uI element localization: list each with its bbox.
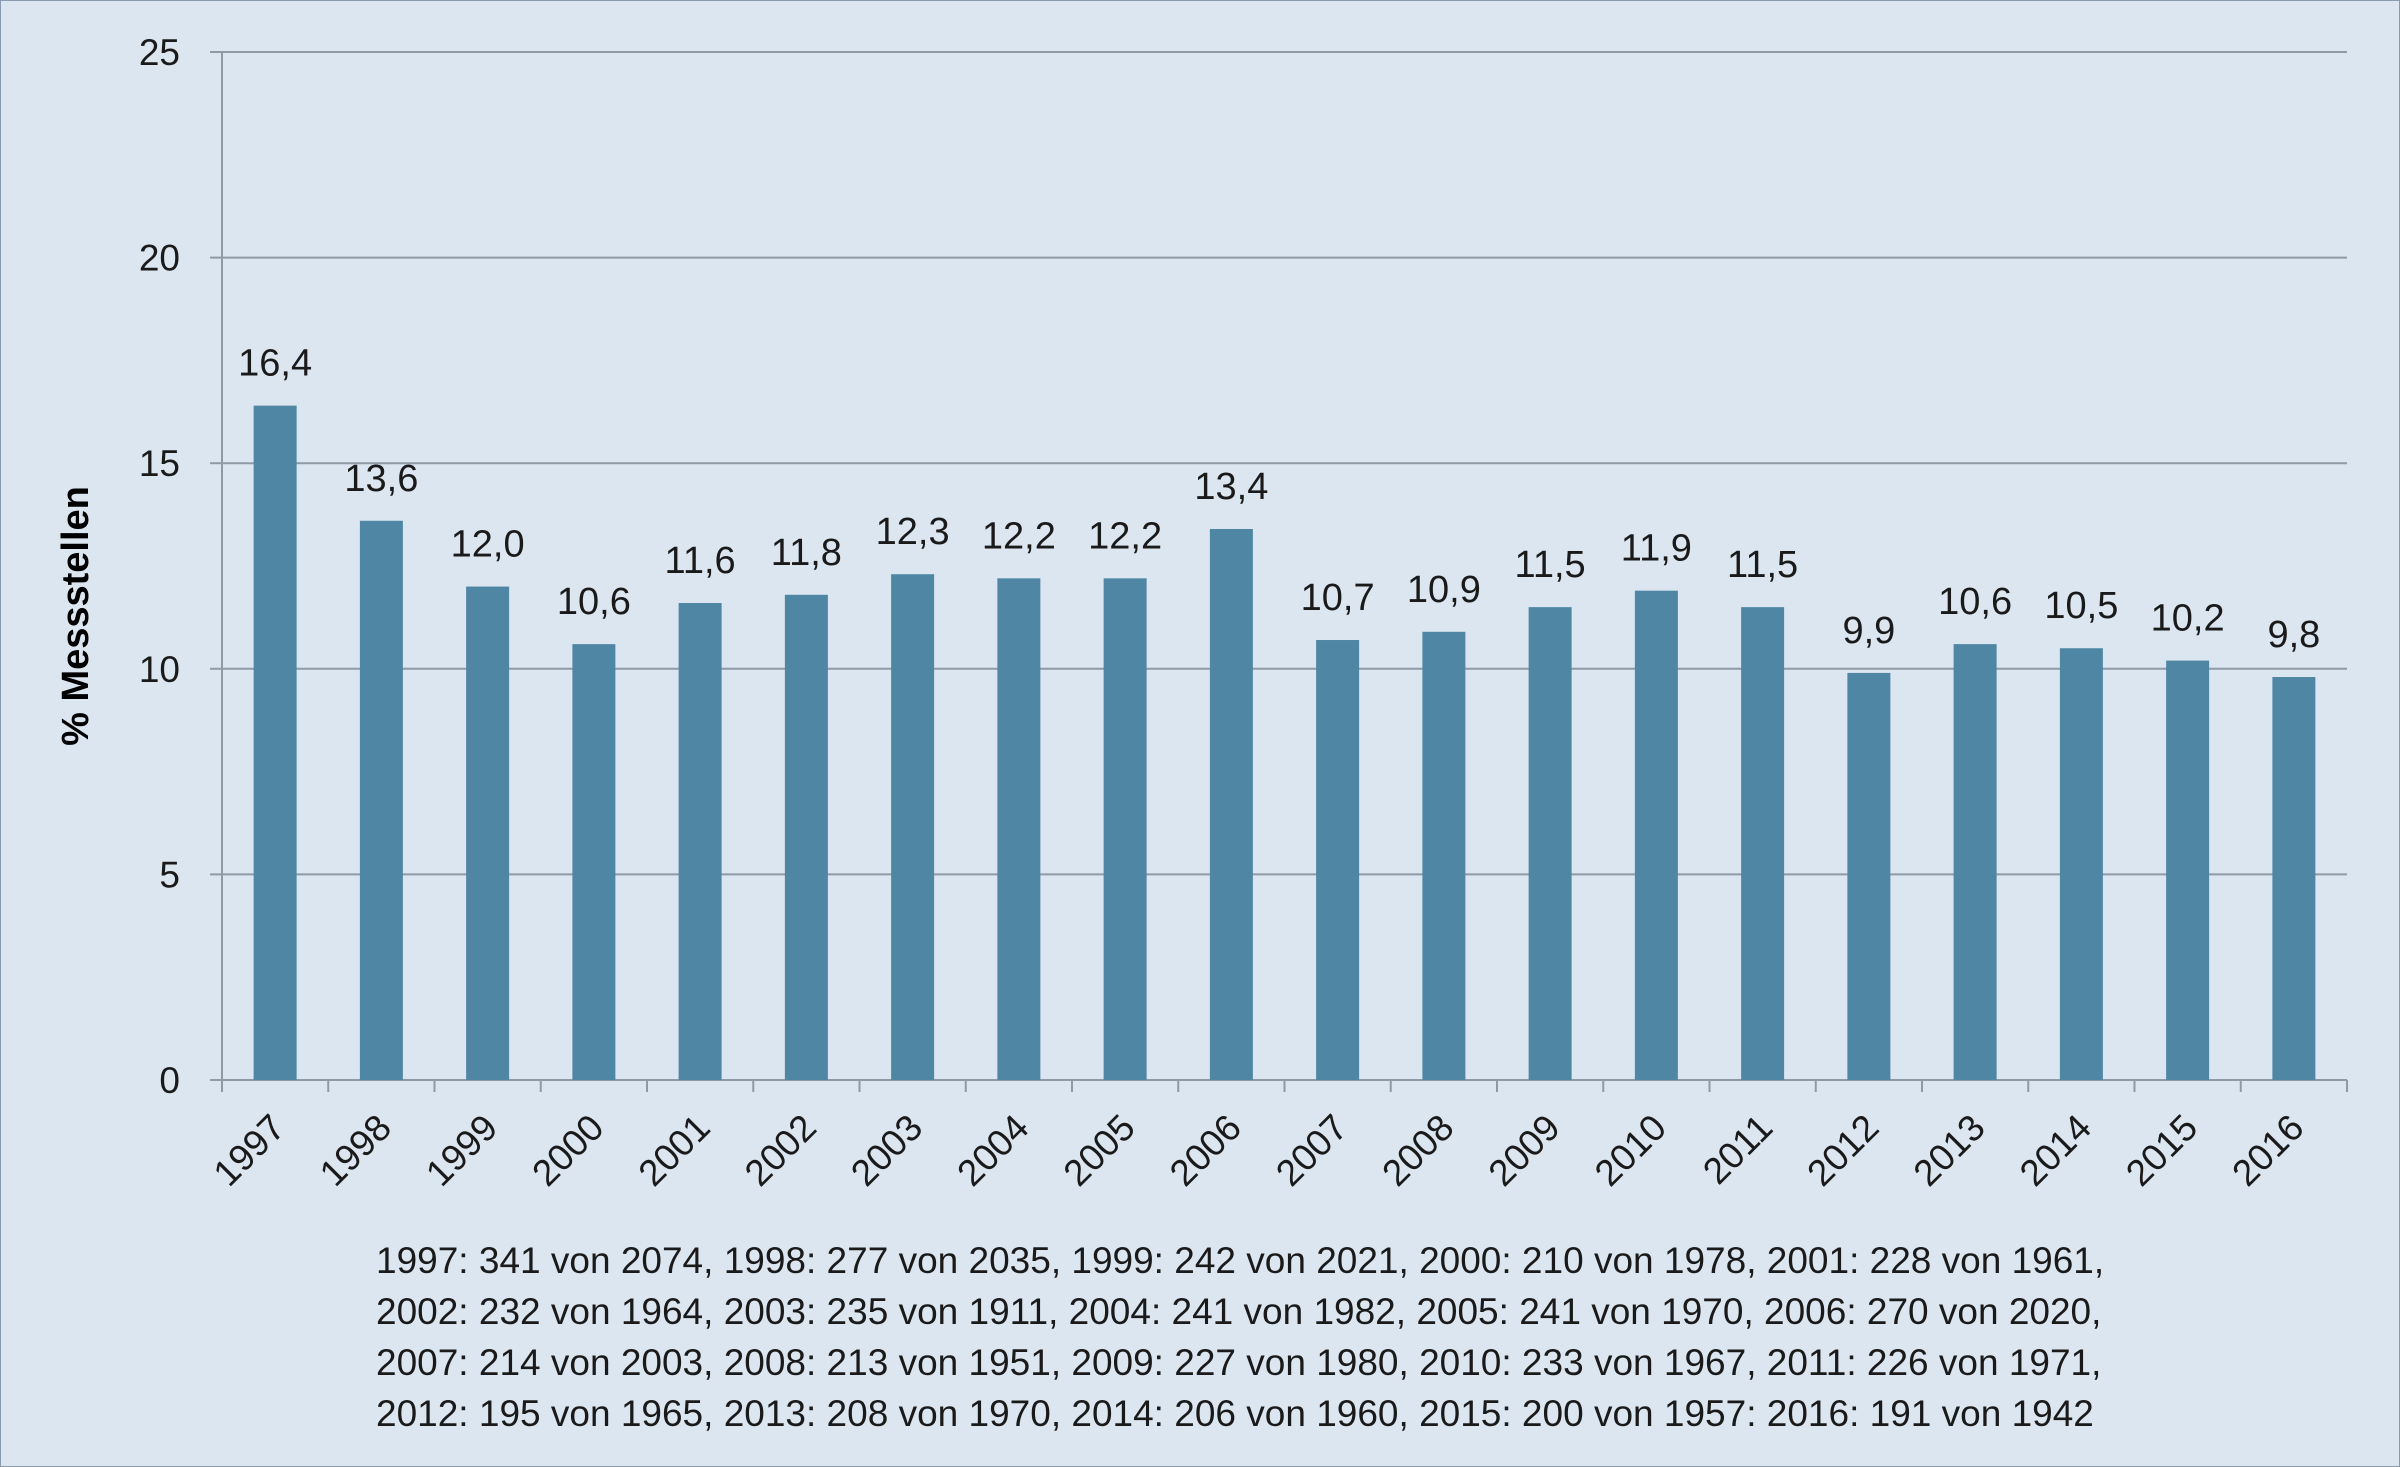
- bar: [466, 586, 510, 1080]
- bar: [1847, 672, 1891, 1080]
- data-label: 12,2: [982, 515, 1056, 557]
- data-label: 11,5: [1727, 544, 1798, 586]
- x-tick-label: 2013: [1906, 1107, 1993, 1194]
- y-tick-label: 10: [139, 649, 180, 690]
- x-tick-label: 2010: [1587, 1107, 1674, 1194]
- data-label: 12,2: [1088, 515, 1162, 557]
- data-label: 10,5: [2044, 585, 2118, 627]
- data-label: 13,4: [1194, 466, 1268, 508]
- x-tick-label: 1997: [206, 1107, 293, 1194]
- bar: [891, 574, 935, 1080]
- data-label: 16,4: [238, 343, 312, 385]
- bar: [1103, 578, 1147, 1080]
- data-label: 10,6: [1938, 581, 2012, 623]
- y-axis-ticks: 0 5 10 15 20 25: [139, 32, 180, 1101]
- bar: [1316, 640, 1360, 1080]
- bar: [572, 644, 616, 1080]
- x-tick-label: 2012: [1799, 1107, 1886, 1194]
- x-tick-label: 2004: [949, 1107, 1036, 1194]
- gridlines: [210, 51, 2348, 1092]
- bar: [1953, 644, 1997, 1080]
- x-tick-label: 2007: [1268, 1107, 1355, 1194]
- bar: [253, 405, 297, 1081]
- bar: [1422, 631, 1466, 1080]
- data-label: 11,8: [771, 532, 842, 574]
- data-label: 10,6: [557, 581, 631, 623]
- y-tick-label: 25: [139, 32, 180, 73]
- x-tick-label: 2002: [737, 1107, 824, 1194]
- x-tick-label: 2011: [1695, 1107, 1780, 1192]
- data-label: 11,6: [665, 540, 736, 582]
- x-tick-label: 1999: [418, 1107, 505, 1194]
- y-axis-label: % Messstellen: [55, 486, 97, 746]
- bar: [1209, 528, 1253, 1080]
- bar: [2272, 677, 2316, 1080]
- x-tick-label: 2009: [1481, 1107, 1568, 1194]
- bar: [1528, 607, 1572, 1080]
- bar: [2166, 660, 2210, 1080]
- y-tick-label: 0: [159, 1060, 180, 1101]
- x-tick-label: 2003: [843, 1107, 930, 1194]
- data-label: 11,9: [1621, 528, 1692, 570]
- data-label: 12,3: [876, 511, 950, 553]
- y-tick-label: 20: [139, 238, 180, 279]
- data-label: 13,6: [344, 458, 418, 500]
- data-label: 12,0: [451, 524, 525, 566]
- footnote-line: 2007: 214 von 2003, 2008: 213 von 1951, …: [376, 1342, 2102, 1383]
- data-label: 9,9: [1842, 610, 1895, 652]
- data-label: 10,7: [1301, 577, 1375, 619]
- y-tick-label: 15: [139, 443, 180, 484]
- data-labels: 16,4 13,6 12,0 10,6 11,6 11,8 12,3 12,2 12,2 13,4…: [238, 343, 2320, 656]
- bar: [1634, 590, 1678, 1080]
- x-tick-label: 2014: [2012, 1107, 2099, 1194]
- bar: [1741, 607, 1785, 1080]
- x-tick-label: 2006: [1162, 1107, 1249, 1194]
- y-tick-label: 5: [159, 854, 180, 895]
- x-tick-label: 2008: [1374, 1107, 1461, 1194]
- footnote-line: 1997: 341 von 2074, 1998: 277 von 2035, …: [376, 1240, 2105, 1281]
- data-label: 9,8: [2267, 614, 2320, 656]
- x-axis-ticks: 1997 1998 1999 2000 2001 2002 2003 2004 2005 2006…: [206, 1107, 2312, 1194]
- bar: [997, 578, 1041, 1080]
- x-tick-label: 2015: [2118, 1107, 2205, 1194]
- x-tick-label: 1998: [312, 1107, 399, 1194]
- data-label: 10,2: [2151, 598, 2225, 640]
- footnote-line: 2012: 195 von 1965, 2013: 208 von 1970, …: [376, 1393, 2094, 1434]
- data-label: 10,9: [1407, 569, 1481, 611]
- footnote-line: 2002: 232 von 1964, 2003: 235 von 1911, …: [376, 1291, 2102, 1332]
- x-tick-label: 2001: [631, 1107, 718, 1194]
- x-tick-label: 2016: [2224, 1107, 2311, 1194]
- bar: [2059, 648, 2103, 1080]
- footnote: 1997: 341 von 2074, 1998: 277 von 2035, …: [376, 1235, 2276, 1439]
- bars: [253, 405, 2316, 1081]
- bar: [678, 603, 722, 1080]
- x-tick-label: 2005: [1056, 1107, 1143, 1194]
- x-tick-label: 2000: [524, 1107, 611, 1194]
- data-label: 11,5: [1515, 544, 1586, 586]
- bar: [784, 594, 828, 1080]
- bar: [359, 520, 403, 1080]
